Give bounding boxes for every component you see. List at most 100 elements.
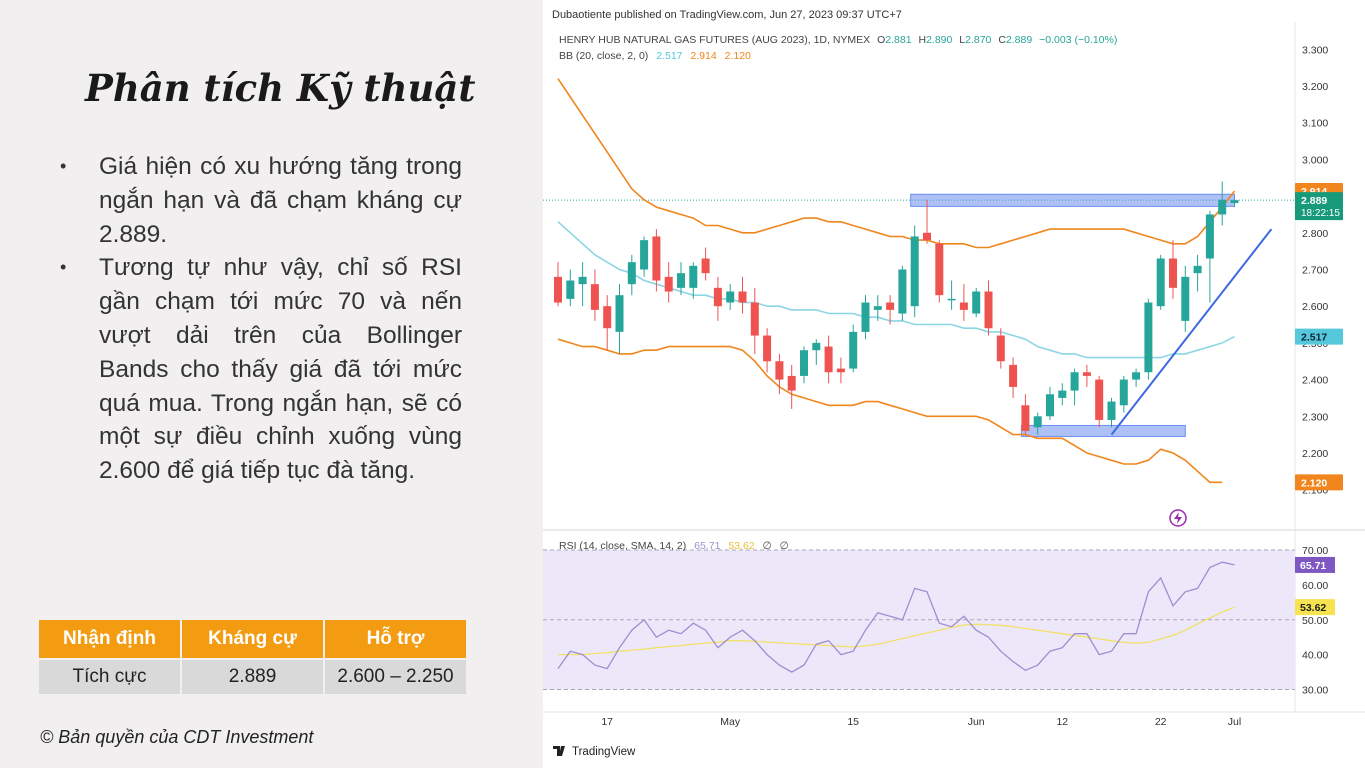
- price-tick-label: 3.200: [1302, 81, 1328, 93]
- time-tick-label: 22: [1155, 716, 1167, 728]
- time-tick-label: Jun: [968, 716, 985, 728]
- rsi-sma-value: 53.62: [728, 540, 754, 552]
- candle-body: [1181, 276, 1190, 321]
- tradingview-brand: TradingView: [572, 746, 636, 758]
- candle-body: [664, 276, 673, 292]
- time-tick-label: Jul: [1228, 716, 1241, 728]
- h-label: H: [918, 34, 926, 46]
- bb-mid-badge-bg: [1295, 328, 1343, 345]
- cell-resistance: 2.889: [182, 660, 323, 694]
- last-price-badge: 2.889: [1301, 195, 1327, 207]
- last-price-badge-timer: 18:22:15: [1301, 208, 1340, 219]
- rsi-tick-label: 50.00: [1302, 615, 1328, 627]
- rsi-tick-label: 30.00: [1302, 685, 1328, 697]
- candle-body: [910, 236, 919, 307]
- bb-mid-value: 2.517: [656, 50, 682, 62]
- price-tick-label: 3.000: [1302, 154, 1328, 166]
- cell-support: 2.600 – 2.250: [325, 660, 466, 694]
- copyright-text: © Bản quyền của CDT Investment: [40, 727, 314, 747]
- high-value: 2.890: [926, 34, 952, 46]
- analysis-panel: Phân tích Kỹ thuật • Giá hiện có xu hướng…: [0, 0, 543, 768]
- summary-header-row: Nhận định Kháng cự Hỗ trợ: [39, 620, 466, 658]
- bb-lower-badge: 2.120: [1301, 477, 1327, 489]
- bullet-icon: •: [60, 257, 67, 278]
- bb-mid-badge: 2.517: [1301, 332, 1327, 344]
- rsi-tick-label: 60.00: [1302, 580, 1328, 592]
- candle-body: [1033, 416, 1042, 428]
- candle-body: [812, 342, 821, 351]
- candle-body: [861, 302, 870, 332]
- chart-panel: 3.3003.2003.1003.0002.9002.8002.7002.600…: [543, 0, 1365, 768]
- symbol-line: HENRY HUB NATURAL GAS FUTURES (AUG 2023)…: [559, 34, 870, 46]
- candle-body: [566, 280, 575, 299]
- candle-body: [1132, 372, 1141, 380]
- price-tick-label: 2.400: [1302, 375, 1328, 387]
- price-tick-label: 2.800: [1302, 228, 1328, 240]
- candle-body: [836, 368, 845, 373]
- candle-body: [886, 302, 895, 310]
- close-value: 2.889: [1006, 34, 1032, 46]
- candle-body: [652, 236, 661, 281]
- header-resistance: Kháng cự: [182, 620, 323, 658]
- candle-body: [590, 284, 599, 310]
- candle-body: [1119, 379, 1128, 406]
- open-value: 2.881: [885, 34, 911, 46]
- candle-body: [578, 276, 587, 285]
- price-tick-label: 2.700: [1302, 265, 1328, 277]
- candle-body: [898, 269, 907, 314]
- candle-body: [713, 287, 722, 307]
- bb-legend: BB (20, close, 2, 0) 2.517 2.914 2.120: [559, 50, 751, 62]
- symbol-legend: HENRY HUB NATURAL GAS FUTURES (AUG 2023)…: [559, 34, 1117, 46]
- candle-body: [750, 302, 759, 336]
- candle-body: [1144, 302, 1153, 373]
- time-tick-label: 15: [847, 716, 859, 728]
- candle-body: [972, 291, 981, 314]
- candle-body: [935, 243, 944, 296]
- candle-body: [627, 262, 636, 285]
- rsi-tick-label: 70.00: [1302, 545, 1328, 557]
- rsi-line: [557, 561, 1235, 673]
- price-tick-label: 2.600: [1302, 301, 1328, 313]
- candle-body: [1021, 405, 1030, 431]
- candle-body: [947, 298, 956, 301]
- c-label: C: [998, 34, 1006, 46]
- bullet-text-1: Giá hiện có xu hướng tăng trong ngắn hạn…: [99, 153, 462, 248]
- rsi-label: RSI (14, close, SMA, 14, 2): [559, 540, 686, 552]
- candle-body: [615, 295, 624, 332]
- candle-body: [800, 350, 808, 376]
- candle-body: [640, 240, 649, 270]
- rsi-tick-label: 40.00: [1302, 650, 1328, 662]
- candle-body: [1230, 200, 1239, 204]
- candle-body: [984, 291, 993, 329]
- bb-lower-line: [557, 338, 1223, 484]
- alert-icon[interactable]: [1169, 509, 1187, 527]
- candle-body: [1082, 372, 1091, 376]
- change-value: −0.003 (−0.10%): [1039, 34, 1117, 46]
- last-price-badge-bg: [1295, 192, 1343, 221]
- candle-body: [1169, 258, 1177, 288]
- bullet-text-2: Tương tự như vậy, chỉ số RSI gần chạm tớ…: [99, 254, 462, 485]
- bb-upper-value: 2.914: [690, 50, 716, 62]
- bullet-list: • Giá hiện có xu hướng tăng trong ngắn hạ…: [60, 150, 462, 488]
- header-assessment: Nhận định: [39, 620, 180, 658]
- price-tick-label: 3.300: [1302, 44, 1328, 56]
- time-tick-label: 17: [601, 716, 613, 728]
- candle-body: [689, 265, 698, 288]
- candle-body: [1156, 258, 1165, 307]
- time-tick-label: May: [720, 716, 741, 728]
- rsi-sma-badge-bg: [1295, 599, 1335, 616]
- candle-body: [1046, 394, 1054, 417]
- time-tick-label: 12: [1056, 716, 1068, 728]
- candle-body: [873, 306, 882, 310]
- candle-body: [763, 335, 772, 362]
- tradingview-chart[interactable]: 3.3003.2003.1003.0002.9002.8002.7002.600…: [543, 0, 1365, 768]
- tradingview-logo[interactable]: TradingView: [553, 746, 636, 758]
- cell-assessment: Tích cực: [39, 660, 180, 694]
- rsi-empty-1: ∅: [763, 540, 772, 552]
- l-label: L: [959, 34, 965, 46]
- candle-body: [701, 258, 710, 274]
- bullet-item-2: • Tương tự như vậy, chỉ số RSI gần chạm t…: [60, 251, 462, 488]
- candle-body: [849, 331, 858, 369]
- page-title: Phân tích Kỹ thuật: [85, 66, 476, 110]
- rsi-sma-badge: 53.62: [1300, 602, 1326, 614]
